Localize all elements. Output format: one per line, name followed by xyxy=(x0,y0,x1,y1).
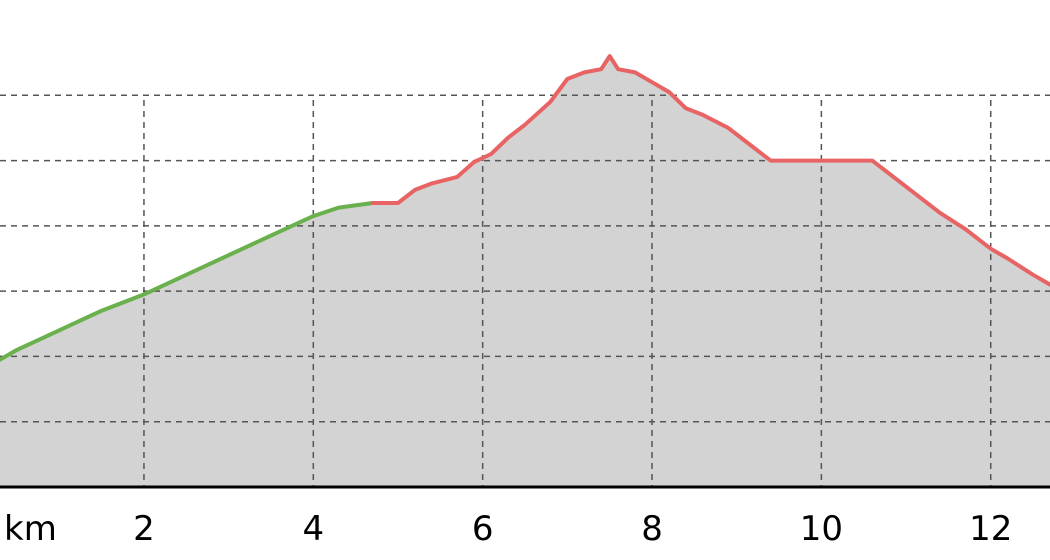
elevation-lines xyxy=(0,54,1050,362)
elevation-area-fill xyxy=(0,56,1050,487)
x-axis-ticks: 2 4 6 8 10 12 xyxy=(133,509,1012,549)
x-axis-unit-label: km xyxy=(4,509,57,549)
x-tick-label: 12 xyxy=(969,509,1012,549)
x-tick-label: 8 xyxy=(641,509,663,549)
uphill-series-line xyxy=(0,201,375,362)
x-tick-label: 4 xyxy=(302,509,324,549)
x-tick-label: 2 xyxy=(133,509,155,549)
x-tick-label: 10 xyxy=(800,509,843,549)
elevation-area xyxy=(0,56,1050,487)
x-tick-label: 6 xyxy=(472,509,494,549)
downhill-series-line xyxy=(370,54,1050,287)
grid-lines xyxy=(0,94,1050,487)
